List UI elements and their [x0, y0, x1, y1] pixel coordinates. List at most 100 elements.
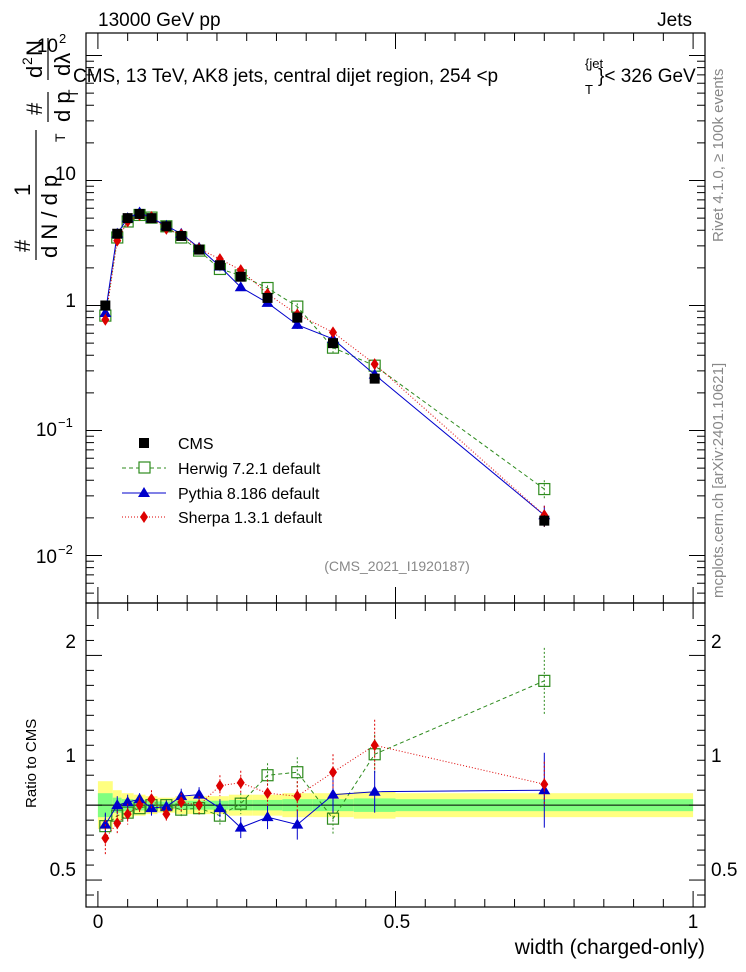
ylabel-sub-t2: T — [65, 89, 81, 98]
legend-marker-sherpa — [140, 511, 148, 523]
ratio-point-sherpa — [215, 779, 224, 792]
main-point-herwig — [538, 482, 551, 496]
main-point-cms — [214, 260, 225, 271]
ratio-point-sherpa — [293, 790, 302, 803]
ratio-point-sherpa — [135, 799, 144, 812]
legend-label-cms: CMS — [178, 436, 214, 453]
ratio-point-herwig — [291, 766, 304, 779]
legend-label-herwig: Herwig 7.2.1 default — [178, 461, 321, 478]
ratio-tick-left-0.5: 0.5 — [50, 860, 76, 881]
ratio-plot-frame — [85, 602, 706, 908]
ratio-point-pythia — [193, 788, 206, 799]
main-point-cms — [100, 300, 111, 311]
ylabel-hash-mid: # — [22, 102, 47, 115]
main-point-cms — [176, 230, 187, 241]
x-tick-labels: 0 0.5 1 — [93, 912, 699, 933]
main-point-sherpa — [329, 326, 338, 339]
ratio-point-pythia — [234, 821, 247, 832]
ratio-point-sherpa — [177, 796, 186, 809]
ratio-point-sherpa — [123, 808, 132, 821]
y-tick-exp-100: 2 — [59, 31, 66, 46]
main-point-cms — [161, 221, 172, 232]
plot-title-subscript: T — [585, 82, 593, 97]
ratio-tick-left-1: 1 — [65, 746, 76, 767]
plot-title-superscript: {jet — [585, 56, 603, 71]
x-axis-label: width (charged-only) — [514, 936, 705, 959]
legend-label-pythia: Pythia 8.186 default — [178, 486, 320, 503]
ratio-point-pythia — [99, 818, 112, 829]
ratio-point-sherpa — [370, 739, 379, 752]
y-tick-exp-0.01: −2 — [58, 542, 73, 557]
ratio-point-pythia — [213, 802, 226, 813]
main-point-cms — [369, 373, 380, 384]
ratio-point-sherpa — [236, 776, 245, 789]
main-point-cms — [194, 244, 205, 255]
main-point-cms — [146, 213, 157, 224]
ratio-point-sherpa — [540, 778, 549, 791]
ratio-point-herwig — [538, 674, 551, 687]
main-point-cms — [539, 515, 550, 526]
main-point-sherpa — [370, 358, 379, 371]
y-tick-exp-0.1: −1 — [58, 415, 73, 430]
ratio-point-herwig — [326, 812, 340, 825]
ratio-point-pythia — [111, 799, 124, 810]
legend-label-sherpa: Sherpa 1.3.1 default — [178, 510, 323, 527]
ylabel-d2: d — [22, 66, 47, 78]
x-tick-label-0.5: 0.5 — [384, 912, 410, 933]
main-point-cms — [235, 271, 246, 282]
ratio-tick-left-2: 2 — [65, 632, 76, 653]
main-line-herwig — [104, 214, 545, 490]
main-point-cms — [134, 208, 145, 219]
main-y-axis-label: # 1 d N / d p T # d p T d 2 N dλ — [10, 38, 81, 260]
ylabel-dpt: d p — [50, 91, 75, 122]
ratio-line-sherpa — [104, 744, 545, 839]
main-line-pythia — [104, 211, 545, 516]
ratio-point-pythia — [160, 800, 173, 811]
ratio-plot-series — [99, 647, 551, 857]
ratio-point-sherpa — [147, 793, 156, 806]
ratio-point-sherpa — [162, 808, 171, 821]
rivet-version-label: Rivet 4.1.0, ≥ 100k events — [710, 69, 727, 242]
y-tick-label-1: 1 — [65, 291, 76, 312]
ylabel-hash-top: # — [10, 239, 35, 252]
main-point-cms — [262, 292, 273, 303]
y-tick-label-0.01: 10 — [36, 547, 57, 568]
legend-marker-herwig — [138, 461, 151, 474]
ratio-point-pythia — [368, 785, 381, 796]
mcplots-label: mcplots.cern.ch [arXiv:2401.10621] — [710, 363, 727, 598]
ratio-point-sherpa — [263, 787, 272, 800]
ratio-point-sherpa — [195, 799, 204, 812]
legend-marker-pythia — [138, 487, 150, 497]
legend-marker-cms — [139, 438, 149, 448]
ratio-tick-right-1: 1 — [711, 746, 722, 767]
main-point-pythia — [291, 318, 304, 329]
x-tick-label-0: 0 — [93, 912, 104, 933]
ylabel-dlambda: dλ — [50, 53, 75, 76]
plot-title: CMS, 13 TeV, AK8 jets, central dijet reg… — [73, 66, 498, 87]
axes-ticks — [86, 33, 705, 907]
ylabel-one: 1 — [10, 184, 35, 196]
ratio-point-pythia — [291, 818, 304, 829]
main-point-sherpa — [101, 313, 110, 326]
ratio-point-sherpa — [101, 832, 110, 845]
ylabel-sup2: 2 — [19, 57, 35, 65]
main-plot-series — [99, 206, 551, 527]
ratio-point-sherpa — [113, 817, 122, 830]
main-point-cms — [122, 213, 133, 224]
header-left-label: 13000 GeV pp — [98, 10, 221, 31]
main-point-cms — [328, 338, 339, 349]
plot-title-main: CMS, 13 TeV, AK8 jets, central dijet reg… — [73, 66, 498, 87]
ratio-point-herwig — [234, 797, 247, 810]
ratio-uncertainty-bands — [86, 781, 705, 830]
y-tick-label-0.1: 10 — [36, 420, 57, 441]
main-point-pythia — [99, 307, 112, 318]
x-tick-label-1: 1 — [688, 912, 699, 933]
ylabel-sub-t1: T — [52, 133, 68, 142]
legend: CMS Herwig 7.2.1 default Pythia 8.186 de… — [122, 436, 323, 527]
ratio-point-sherpa — [329, 766, 338, 779]
header-right-label: Jets — [657, 10, 692, 31]
ylabel-n: N — [22, 40, 47, 56]
analysis-watermark: (CMS_2021_I1920187) — [324, 558, 470, 574]
ratio-point-pythia — [261, 811, 274, 822]
